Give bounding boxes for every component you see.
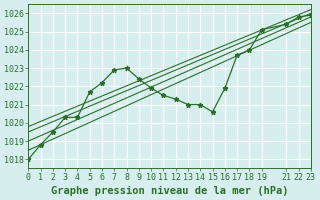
X-axis label: Graphe pression niveau de la mer (hPa): Graphe pression niveau de la mer (hPa) — [51, 186, 288, 196]
